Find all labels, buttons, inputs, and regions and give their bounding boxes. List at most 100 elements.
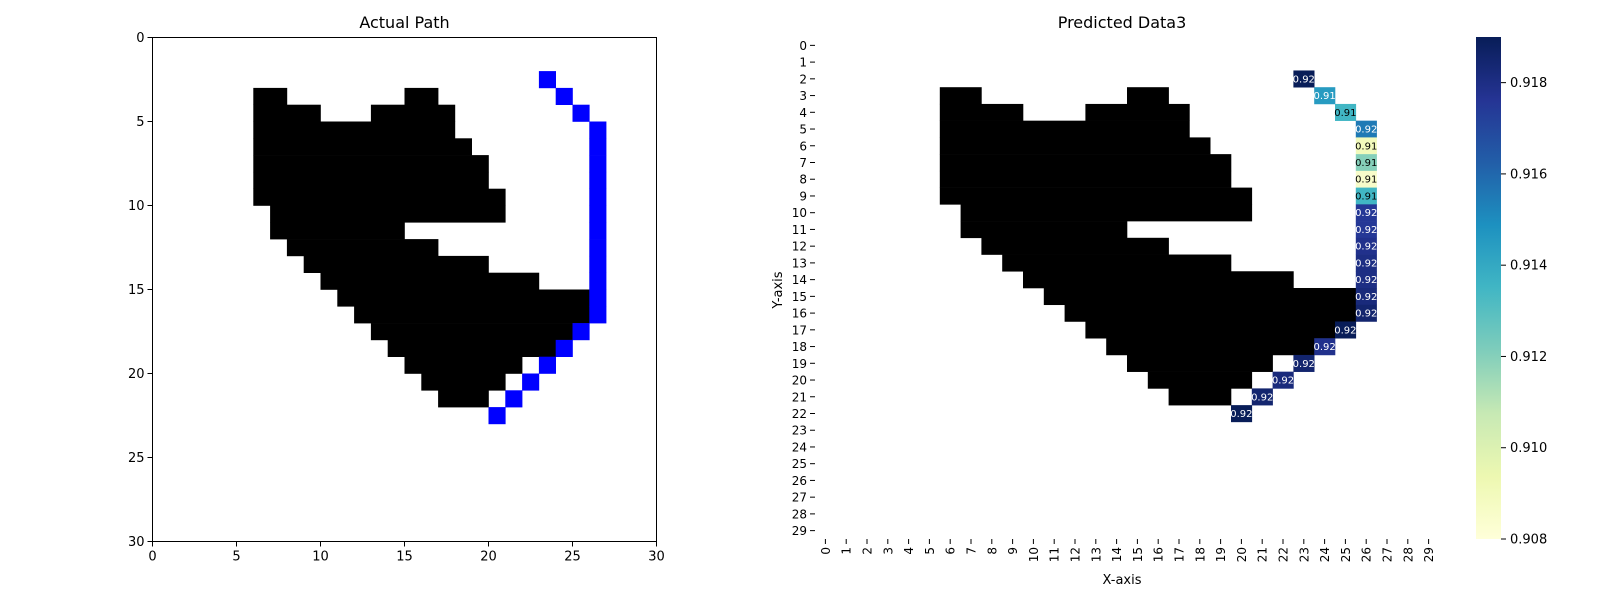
x-tick-label: 20 [480, 550, 497, 565]
x-tick-label: 25 [564, 550, 581, 565]
obstacle-cell [404, 356, 523, 374]
y-tick-label: 20 [792, 374, 807, 388]
x-tick-label: 2 [861, 547, 875, 555]
predicted-cell [1314, 87, 1336, 105]
colorbar-tick-label: 0.910 [1510, 441, 1547, 456]
x-tick-label: 7 [965, 547, 979, 555]
path-cell [589, 239, 607, 257]
x-tick-label: 5 [923, 547, 937, 555]
predicted-cell [1355, 287, 1377, 306]
path-cell [589, 255, 607, 273]
predicted-cell-label: 0.92 [1272, 376, 1294, 387]
colorbar-tick-label: 0.918 [1510, 76, 1547, 91]
colorbar-tick-label: 0.914 [1510, 259, 1547, 274]
path-cell [505, 390, 523, 408]
predicted-cell-label: 0.92 [1334, 325, 1356, 336]
x-tick-label: 17 [1173, 547, 1187, 562]
x-tick-label: 25 [1339, 547, 1353, 562]
x-tick-label: 15 [1131, 547, 1145, 562]
colorbar-tick-label: 0.908 [1510, 533, 1547, 548]
predicted-cell-label: 0.92 [1355, 292, 1377, 303]
obstacle-cell [387, 339, 556, 357]
predicted-cell [1355, 304, 1377, 322]
predicted-cell [1293, 70, 1315, 88]
path-cell [572, 323, 590, 341]
y-tick-label: 12 [792, 240, 807, 254]
predicted-cell-label: 0.92 [1355, 208, 1377, 219]
predicted-cell-label: 0.92 [1355, 309, 1377, 320]
predicted-cell [1355, 137, 1377, 155]
path-cell [589, 138, 607, 156]
obstacle-cell [253, 188, 506, 206]
x-tick-label: 14 [1110, 547, 1124, 562]
obstacle-cell [1127, 354, 1273, 372]
predicted-cell-label: 0.91 [1355, 141, 1377, 152]
x-tick-label: 0 [819, 547, 833, 555]
actual-path-title: Actual Path [359, 13, 449, 32]
x-tick-label: 10 [1027, 547, 1041, 562]
y-tick-label: 22 [792, 407, 807, 421]
obstacle-cell [253, 155, 489, 173]
y-tick-label: 3 [799, 89, 807, 103]
predicted-title: Predicted Data3 [1058, 13, 1187, 32]
obstacle-cell [939, 187, 1253, 205]
path-cell [555, 87, 573, 105]
obstacle-cell [939, 87, 982, 105]
y-tick-label: 24 [792, 440, 807, 454]
obstacle-cell [354, 306, 590, 324]
x-tick-label: 30 [648, 550, 665, 565]
predicted-cell-label: 0.92 [1355, 125, 1377, 136]
x-tick-label: 20 [1235, 547, 1249, 562]
x-tick-label: 5 [232, 550, 240, 565]
y-tick-label: 13 [792, 256, 807, 270]
obstacle-cell [370, 323, 573, 341]
y-tick-label: 6 [799, 139, 807, 153]
obstacle-cell [1106, 338, 1315, 356]
x-tick-label: 15 [396, 550, 413, 565]
predicted-cell [1272, 371, 1294, 389]
y-tick-label: 5 [136, 115, 144, 130]
predicted-cell [1355, 237, 1377, 255]
obstacle-cell [320, 272, 540, 290]
obstacle-cell [939, 137, 1211, 155]
y-tick-label: 20 [128, 367, 145, 382]
obstacle-cell [1023, 271, 1294, 289]
y-tick-label: 14 [792, 273, 807, 287]
predicted-cell-label: 0.92 [1355, 225, 1377, 236]
path-cell [589, 155, 607, 173]
obstacle-cell [253, 121, 456, 139]
x-tick-label: 28 [1401, 547, 1415, 562]
predicted-cell-label: 0.91 [1355, 191, 1377, 202]
x-tick-label: 6 [944, 547, 958, 555]
x-tick-label: 24 [1318, 547, 1332, 562]
obstacle-cell [939, 120, 1190, 138]
predicted-cell [1355, 170, 1377, 188]
path-cell [538, 356, 556, 374]
path-cell [589, 306, 607, 324]
y-tick-label: 15 [792, 290, 807, 304]
colorbar-gradient [1476, 37, 1501, 539]
x-tick-label: 19 [1214, 547, 1228, 562]
x-tick-label: 1 [840, 547, 854, 555]
y-tick-label: 17 [792, 323, 807, 337]
x-tick-label: 8 [985, 547, 999, 555]
predicted-cell [1355, 204, 1377, 222]
y-tick-label: 7 [799, 156, 807, 170]
obstacle-cell [1127, 87, 1169, 105]
obstacle-cell [1085, 103, 1190, 121]
y-tick-label: 8 [799, 173, 807, 187]
obstacle-cell [1002, 254, 1232, 272]
predicted-cell [1251, 388, 1273, 406]
y-tick-label: 1 [799, 56, 807, 70]
path-cell [589, 222, 607, 240]
predicted-cell-label: 0.92 [1355, 275, 1377, 286]
x-tick-label: 18 [1193, 547, 1207, 562]
y-tick-label: 15 [128, 283, 145, 298]
colorbar-ticks: 0.908 0.910 0.912 0.914 0.916 0.918 [1501, 76, 1547, 548]
y-tick-label: 25 [128, 451, 145, 466]
obstacle-cell [337, 289, 590, 307]
predicted-panel: Predicted Data3 0.92 0.91 0.91 0.92 0.91 0.91… [771, 13, 1436, 588]
predicted-cell-label: 0.91 [1355, 158, 1377, 169]
y-tick-label: 0 [136, 31, 144, 46]
